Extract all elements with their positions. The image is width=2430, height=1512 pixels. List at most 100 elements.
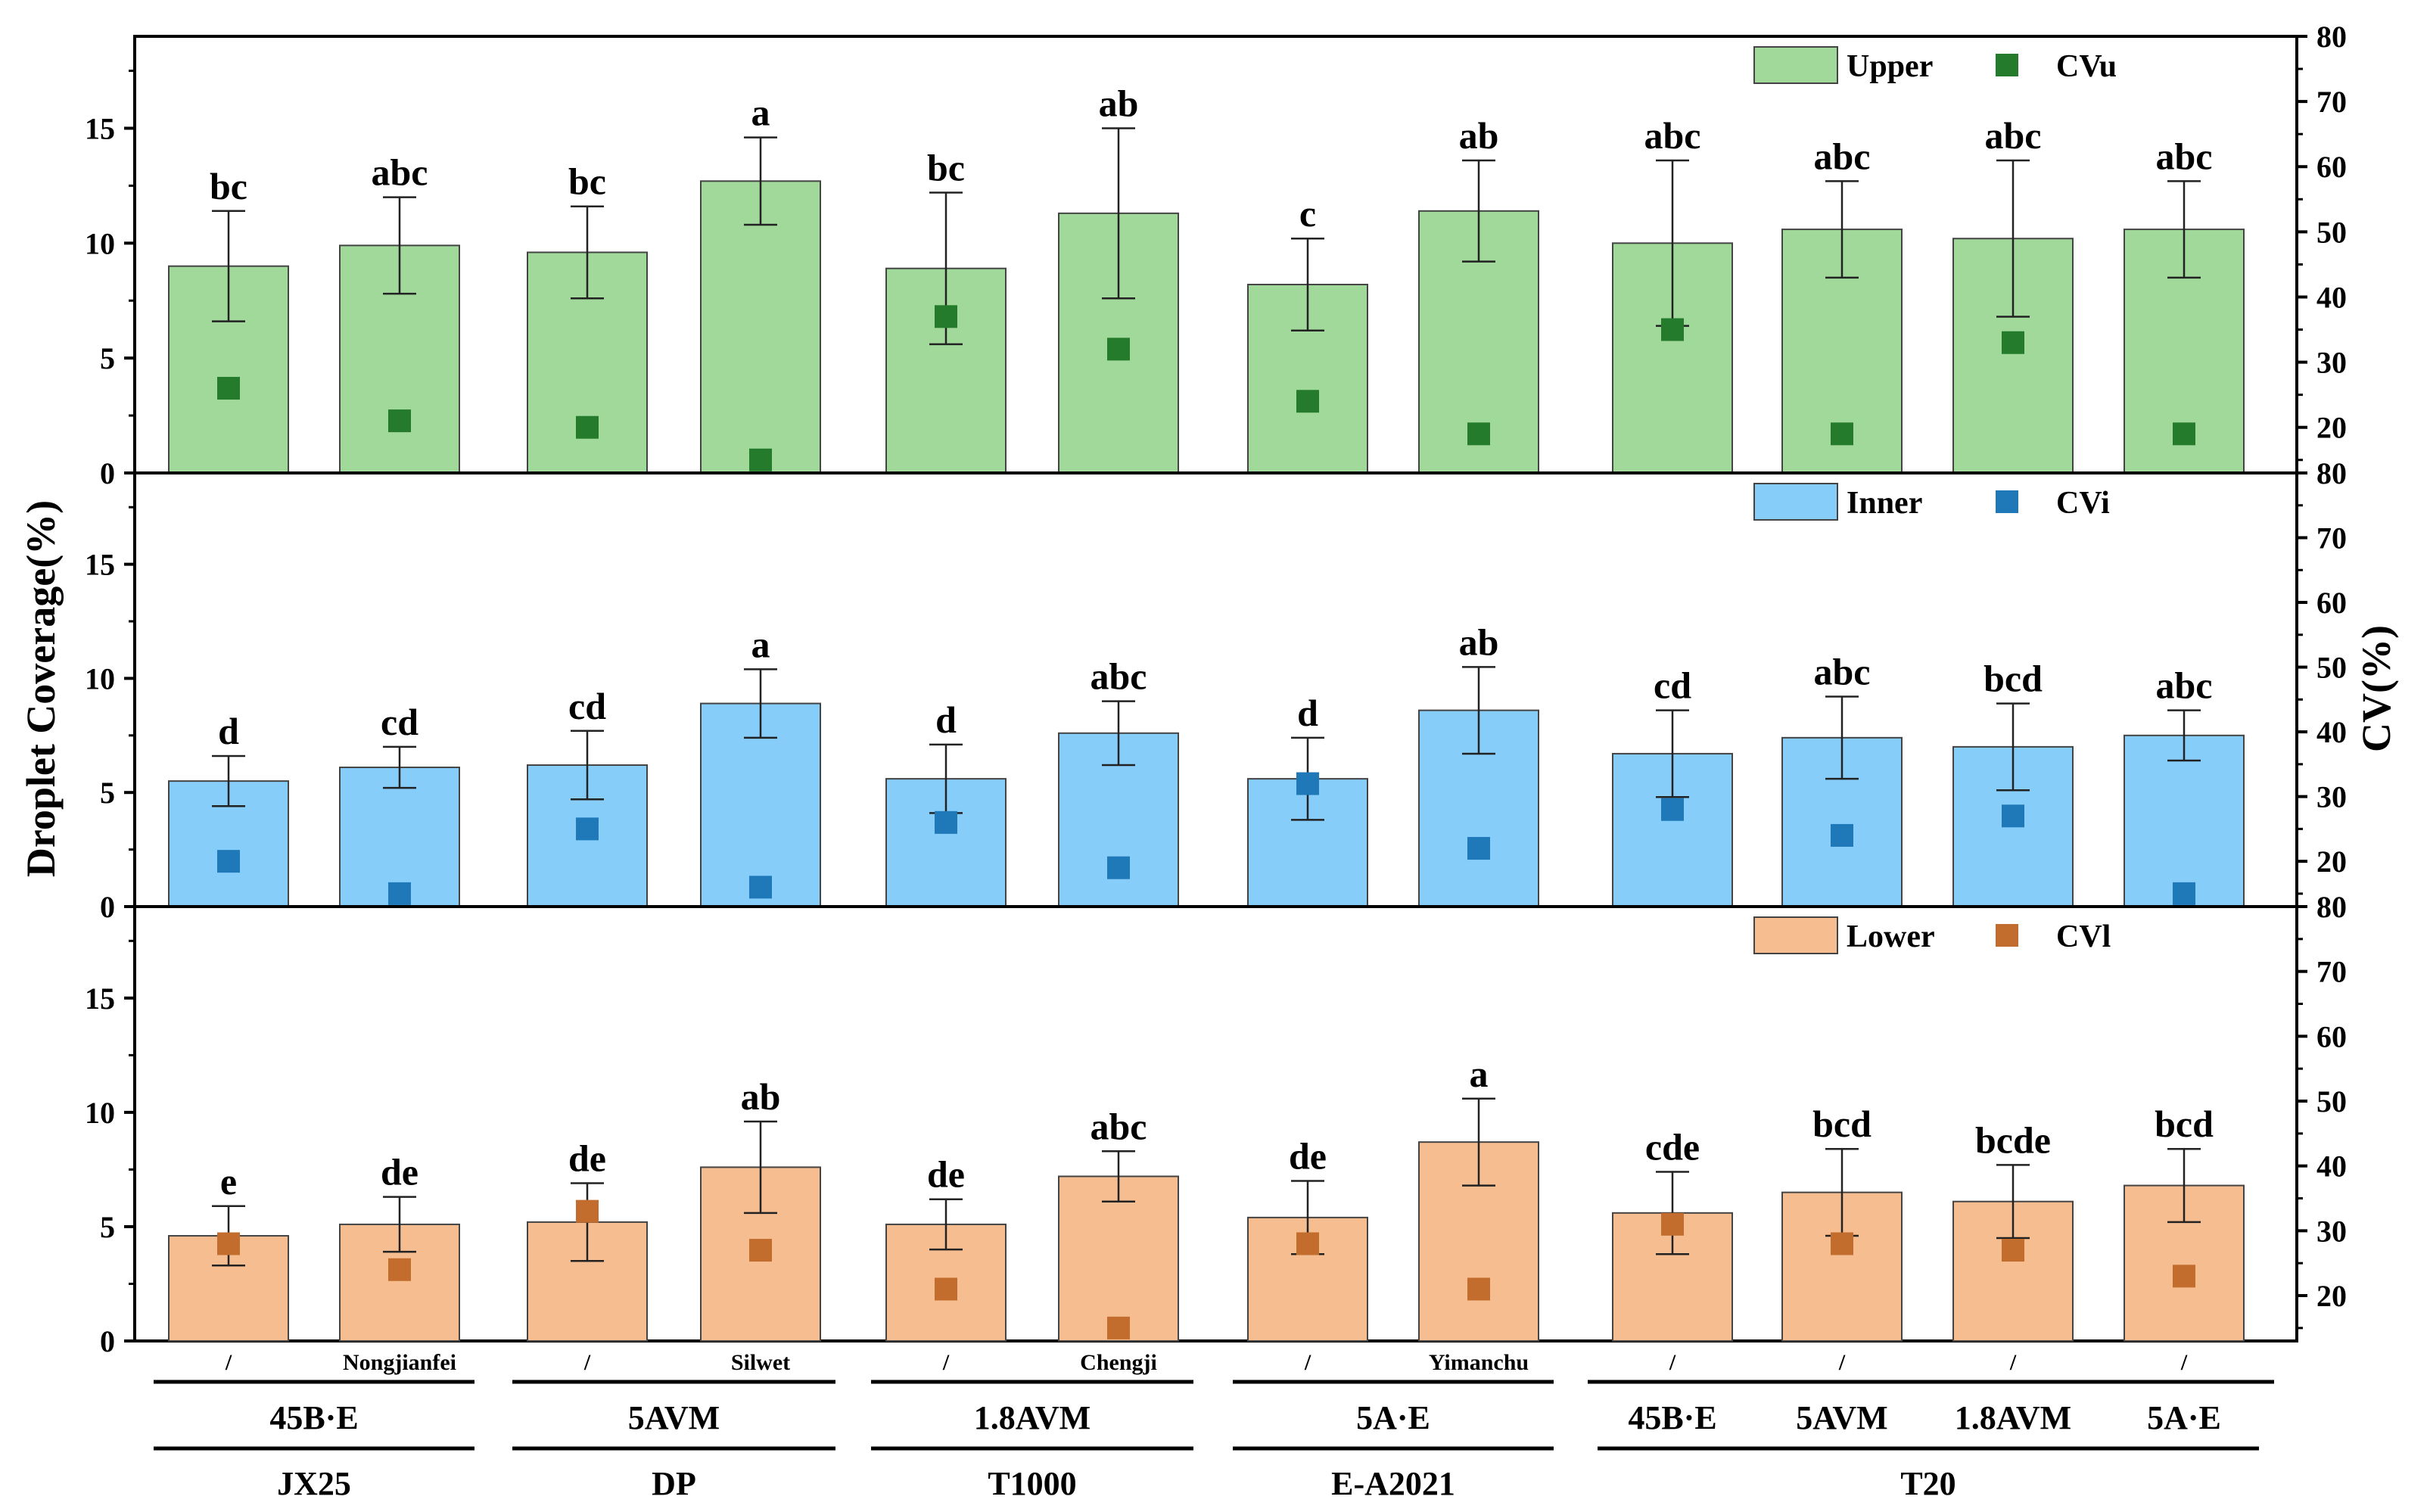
lower-cv-marker [1296,1232,1319,1255]
adjuvant-label: Nongjianfei [343,1350,456,1375]
cv-tick-label: 40 [2316,1150,2347,1184]
drone-label: JX25 [277,1465,351,1502]
lower-significance-letter: de [568,1137,606,1180]
adjuvant-label: / [942,1350,950,1375]
legend-swatch-upper [1753,46,1838,84]
upper-significance-letter: bc [927,147,965,189]
drone-label: E-A2021 [1331,1465,1455,1502]
upper-significance-letter: abc [2156,135,2213,177]
nozzle-label: 5AVM [1796,1399,1887,1436]
upper-cv-marker [1831,422,1853,446]
lower-significance-letter: bcd [1812,1103,1872,1145]
cv-tick-label: 80 [2316,890,2347,924]
upper-cv-marker [2173,422,2195,446]
lower-cv-marker [2002,1239,2024,1262]
inner-cv-marker [749,876,772,899]
nozzle-label: 5AVM [628,1399,720,1436]
inner-cv-marker [935,810,957,834]
lower-significance-letter: de [927,1153,965,1196]
upper-cv-marker [2002,331,2024,354]
y-tick-label: 10 [85,226,115,260]
cv-tick-label: 30 [2316,346,2347,380]
inner-cv-marker [1107,856,1130,879]
lower-cv-marker [1467,1277,1490,1301]
cv-tick-label: 50 [2316,215,2347,249]
adjuvant-label: / [583,1350,591,1375]
drone-label: T20 [1900,1465,1956,1502]
upper-significance-letter: abc [372,151,428,194]
upper-cv-marker [217,377,240,400]
legend-swatch-inner [1753,483,1838,521]
inner-significance-letter: abc [2156,664,2213,707]
upper-significance-letter: c [1299,192,1316,235]
adjuvant-label: / [2009,1350,2017,1375]
lower-cv-marker [388,1258,411,1281]
cv-tick-label: 70 [2316,85,2347,119]
upper-cv-marker [388,409,411,433]
y-tick-label: 5 [100,1210,115,1244]
upper-cv-marker [1296,390,1319,413]
upper-significance-letter: abc [1985,114,2042,157]
y-tick-label: 0 [100,890,115,924]
inner-significance-letter: cd [568,685,606,727]
cv-tick-label: 20 [2316,411,2347,445]
upper-cv-marker [1661,318,1684,341]
lower-cv-marker [1107,1316,1130,1339]
legend-label-inner: Inner [1847,486,1922,521]
lower-significance-letter: de [1289,1135,1327,1178]
cv-tick-label: 20 [2316,845,2347,879]
y2-axis-title: CV(%) [2354,625,2399,752]
upper-significance-letter: a [751,92,770,134]
inner-cv-marker [2173,882,2195,905]
cv-tick-label: 20 [2316,1279,2347,1313]
legend-marker-lower [1996,924,2018,947]
inner-cv-marker [1831,823,1853,847]
inner-cv-marker [576,817,599,841]
lower-bar [1058,1175,1179,1342]
cv-tick-label: 80 [2316,20,2347,54]
cv-tick-label: 30 [2316,1214,2347,1248]
adjuvant-label: / [225,1350,232,1375]
inner-cv-marker [1661,798,1684,821]
y-axis-title: Droplet Coverage(%) [18,500,64,877]
y-tick-label: 10 [85,661,115,695]
cv-tick-label: 70 [2316,955,2347,989]
cv-tick-label: 60 [2316,150,2347,184]
cv-tick-label: 50 [2316,651,2347,685]
upper-significance-letter: bc [568,160,606,203]
adjuvant-label: Silwet [731,1350,790,1375]
lower-cv-marker [1661,1212,1684,1236]
inner-significance-letter: d [218,710,239,752]
legend-marker-inner [1996,490,2018,513]
adjuvant-label: / [1669,1350,1676,1375]
inner-cv-marker [1467,837,1490,860]
legend-label-upper: Upper [1847,49,1933,84]
inner-significance-letter: abc [1091,655,1147,698]
upper-significance-letter: ab [1459,114,1499,157]
y-tick-label: 0 [100,456,115,490]
cv-tick-label: 40 [2316,715,2347,749]
inner-bar [2124,734,2245,907]
lower-cv-marker [217,1232,240,1255]
nozzle-label: 45B·E [269,1399,358,1436]
inner-significance-letter: d [935,698,957,741]
lower-significance-letter: a [1470,1053,1489,1095]
lower-cv-marker [935,1277,957,1301]
inner-significance-letter: cd [381,701,418,743]
upper-significance-letter: ab [1099,82,1139,124]
lower-cv-marker [576,1199,599,1223]
legend-label-cvi: CVi [2056,486,2110,521]
cv-tick-label: 70 [2316,521,2347,555]
upper-bar [700,180,821,474]
upper-cv-marker [749,448,772,471]
cv-tick-label: 40 [2316,280,2347,314]
inner-cv-marker [388,882,411,905]
y-tick-label: 5 [100,776,115,810]
cv-tick-label: 80 [2316,456,2347,490]
adjuvant-label: / [1838,1350,1846,1375]
nozzle-label: 45B·E [1628,1399,1716,1436]
inner-significance-letter: a [751,623,770,665]
inner-cv-marker [1296,772,1319,795]
